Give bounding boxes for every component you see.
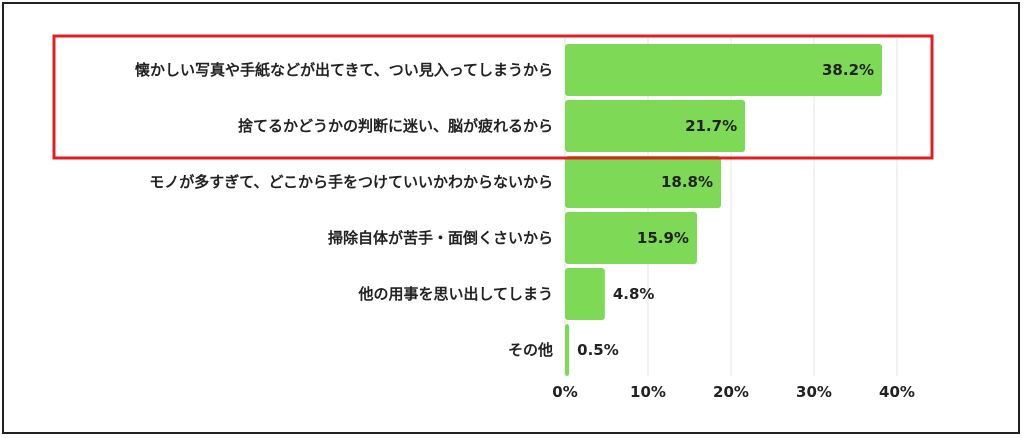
category-label: 懐かしい写真や手紙などが出てきて、つい見入ってしまうから [135,61,553,79]
value-label: 0.5% [577,341,619,359]
bar [565,268,605,320]
bars [565,44,883,376]
x-tick-label: 0% [552,383,577,401]
category-label: モノが多すぎて、どこから手をつけていいかわからないから [149,173,553,191]
x-tick-label: 40% [879,383,915,401]
category-label: 掃除自体が苦手・面倒くさいから [328,229,553,247]
x-tick-label: 30% [796,383,832,401]
value-label: 15.9% [637,229,689,247]
bar [565,44,883,96]
value-label: 18.8% [661,173,713,191]
highlight-box [52,34,934,160]
category-label: 捨てるかどうかの判断に迷い、脳が疲れるから [238,117,553,135]
value-label: 21.7% [685,117,737,135]
bar-chart: 懐かしい写真や手紙などが出てきて、つい見入ってしまうから捨てるかどうかの判断に迷… [52,34,934,401]
bar [565,212,697,264]
value-label: 4.8% [613,285,655,303]
bar [565,156,722,208]
value-labels: 38.2% 21.7% 18.8% 15.9% 4.8% 0.5% [577,61,874,359]
x-tick-label: 10% [630,383,666,401]
highlight-rectangle [52,34,934,160]
value-label: 38.2% [822,61,874,79]
x-axis-tick-labels: 0% 10% 20% 30% 40% [552,383,915,401]
bar [565,100,746,152]
category-label: 他の用事を思い出してしまう [357,285,553,303]
x-tick-label: 20% [713,383,749,401]
category-labels: 懐かしい写真や手紙などが出てきて、つい見入ってしまうから捨てるかどうかの判断に迷… [135,61,553,359]
category-label: その他 [508,341,553,359]
bar [565,324,570,376]
